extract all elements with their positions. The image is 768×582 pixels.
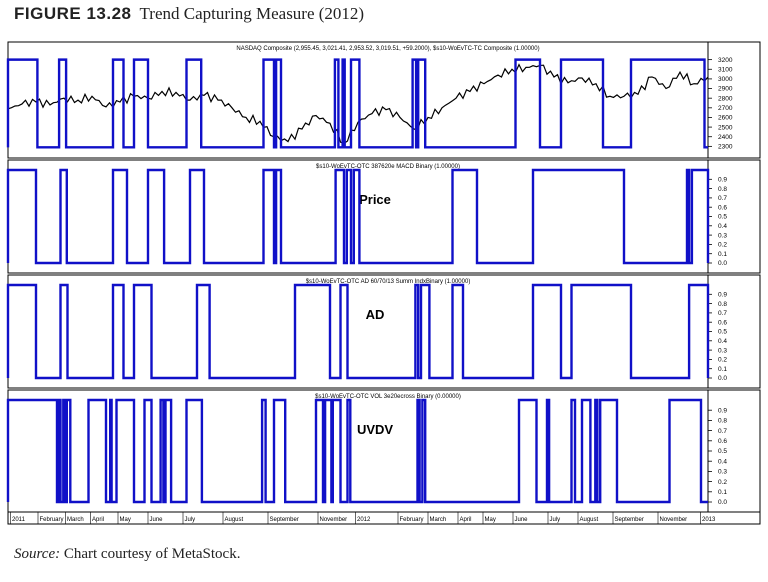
panel-2: $s10-WoEvTC-OTC 387620e MACD Binary (1.0… [6,159,761,274]
y-tick-label: 0.4 [718,223,727,230]
binary-series-line [6,168,710,265]
x-tick-label: 2011 [12,517,26,523]
y-tick-label: 0.4 [718,338,727,345]
x-tick-label: 2012 [357,517,371,523]
y-tick-label: 2600 [718,115,733,122]
y-tick-label: 2300 [718,144,733,151]
y-tick-label: 2800 [718,95,733,102]
binary-series-line [6,398,708,504]
y-tick-label: 0.2 [718,479,727,486]
y-tick-label: 3200 [718,57,733,64]
x-axis-frame [7,511,761,525]
x-tick-label: April [92,517,104,523]
y-tick-label: 0.8 [718,186,727,193]
panel-1: NASDAQ Composite (2,955.45, 3,021.41, 2,… [6,41,761,159]
x-tick-label: March [67,517,84,523]
y-tick-label: 0.5 [718,214,727,221]
y-tick-label: 3100 [718,66,733,73]
x-tick-label: June [515,517,529,523]
panel-annotation: AD [366,307,385,322]
panel-frame [7,274,761,389]
y-tick-label: 0.6 [718,438,727,445]
panel-frame [7,159,761,274]
y-tick-label: 0.9 [718,177,727,184]
y-tick-label: 2500 [718,124,733,131]
y-tick-label: 2400 [718,134,733,141]
y-tick-label: 0.0 [718,499,727,506]
y-tick-label: 0.2 [718,242,727,249]
x-tick-label: November [320,517,348,523]
binary-series-line [6,58,708,149]
panel-4: $s10-WoEvTC-OTC VOL 3e20ecross Binary (0… [6,389,761,513]
y-tick-label: 0.1 [718,366,727,373]
x-tick-label: 2013 [702,517,716,523]
y-tick-label: 0.3 [718,347,727,354]
y-tick-label: 2900 [718,86,733,93]
x-tick-label: November [660,517,688,523]
y-tick-label: 0.6 [718,204,727,211]
y-tick-label: 0.9 [718,407,727,414]
y-tick-label: 0.6 [718,319,727,326]
x-tick-label: September [270,517,299,523]
y-tick-label: 0.2 [718,357,727,364]
figure-title: FIGURE 13.28 Trend Capturing Measure (201… [14,4,364,24]
x-tick-label: February [40,517,64,523]
y-tick-label: 0.0 [718,260,727,267]
y-tick-label: 0.4 [718,458,727,465]
figure-number: FIGURE 13.28 [14,4,132,23]
y-tick-label: 0.5 [718,329,727,336]
x-tick-label: August [225,517,244,523]
figure-caption: Trend Capturing Measure (2012) [139,4,365,23]
y-tick-label: 0.3 [718,469,727,476]
source-note: Source: Chart courtesy of MetaStock. [14,546,240,563]
y-tick-label: 0.7 [718,195,727,202]
x-tick-label: May [120,517,131,523]
x-tick-label: August [580,517,599,523]
panel-annotation: Price [359,192,391,207]
binary-series-line [6,283,710,380]
panel-3: $s10-WoEvTC-OTC AD 60/70/13 Summ IndxBin… [6,274,761,389]
y-tick-label: 0.7 [718,428,727,435]
x-tick-label: June [150,517,164,523]
y-tick-label: 0.1 [718,251,727,258]
source-label: Source: [14,546,61,562]
x-axis: 2011 February March April May June July August S… [7,511,761,525]
y-tick-label: 0.7 [718,310,727,317]
y-tick-label: 3000 [718,76,733,83]
panel-title: $s10-WoEvTC-OTC 387620e MACD Binary (1.0… [316,164,460,170]
y-tick-label: 2700 [718,105,733,112]
panel-title: $s10-WoEvTC-OTC VOL 3e20ecross Binary (0… [315,394,461,400]
x-tick-label: July [550,517,561,523]
x-tick-label: September [615,517,644,523]
panel-title: NASDAQ Composite (2,955.45, 3,021.41, 2,… [236,46,539,52]
y-tick-label: 0.8 [718,301,727,308]
x-tick-label: March [430,517,447,523]
panel-title: $s10-WoEvTC-OTC AD 60/70/13 Summ IndxBin… [306,279,471,285]
source-text: Chart courtesy of MetaStock. [63,546,241,562]
x-tick-label: May [485,517,496,523]
y-tick-label: 0.1 [718,489,727,496]
x-tick-label: April [460,517,472,523]
panel-frame [7,389,761,513]
x-tick-label: July [185,517,196,523]
y-tick-label: 0.5 [718,448,727,455]
y-tick-label: 0.9 [718,292,727,299]
panel-annotation: UVDV [357,422,393,437]
x-tick-label: February [400,517,424,523]
y-tick-label: 0.0 [718,375,727,382]
y-tick-label: 0.3 [718,232,727,239]
y-tick-label: 0.8 [718,418,727,425]
